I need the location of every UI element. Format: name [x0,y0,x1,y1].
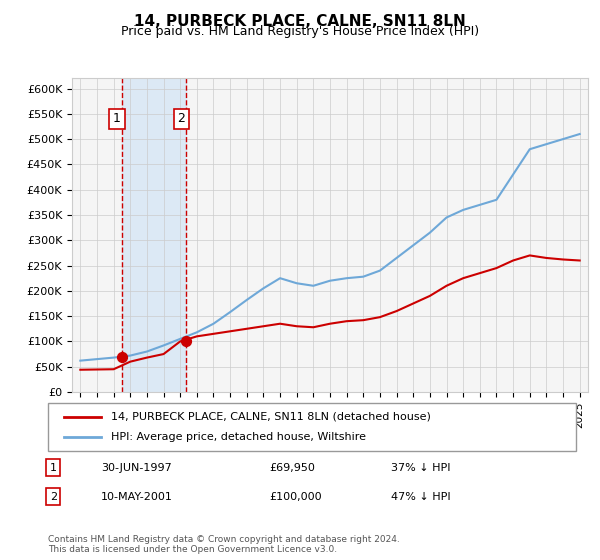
Text: 10-MAY-2001: 10-MAY-2001 [101,492,173,502]
Text: 1: 1 [113,113,121,125]
Text: 2: 2 [178,113,185,125]
Text: 1: 1 [50,463,57,473]
Text: £100,000: £100,000 [270,492,322,502]
Bar [122,78,187,392]
Text: HPI: Average price, detached house, Wiltshire: HPI: Average price, detached house, Wilt… [112,432,367,442]
Text: 37% ↓ HPI: 37% ↓ HPI [391,463,451,473]
Text: £69,950: £69,950 [270,463,316,473]
Text: 47% ↓ HPI: 47% ↓ HPI [391,492,451,502]
Text: 30-JUN-1997: 30-JUN-1997 [101,463,172,473]
FancyBboxPatch shape [48,403,576,451]
Point [117,352,127,361]
Text: 14, PURBECK PLACE, CALNE, SN11 8LN (detached house): 14, PURBECK PLACE, CALNE, SN11 8LN (deta… [112,412,431,422]
Text: 14, PURBECK PLACE, CALNE, SN11 8LN: 14, PURBECK PLACE, CALNE, SN11 8LN [134,14,466,29]
Text: Contains HM Land Registry data © Crown copyright and database right 2024.
This d: Contains HM Land Registry data © Crown c… [48,535,400,554]
Text: Price paid vs. HM Land Registry's House Price Index (HPI): Price paid vs. HM Land Registry's House … [121,25,479,38]
Text: 2: 2 [50,492,57,502]
Point [182,337,191,346]
